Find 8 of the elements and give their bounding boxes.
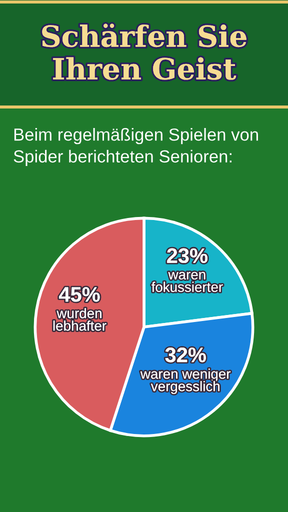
data-label: 45% xyxy=(58,287,100,302)
slice-label: waren fokussierter xyxy=(151,272,223,292)
data-label: 23% xyxy=(167,248,208,264)
chart-title: Schärfen Sie Ihren Geist xyxy=(42,24,246,80)
chart-subtitle: Beim regelmäßigen Spielen von Spider berichteten Senioren: xyxy=(14,128,258,166)
slice-label: wurden lebhafter xyxy=(53,308,106,331)
slice-label: waren weniger vergesslich xyxy=(140,368,231,394)
data-label: 32% xyxy=(165,348,206,362)
